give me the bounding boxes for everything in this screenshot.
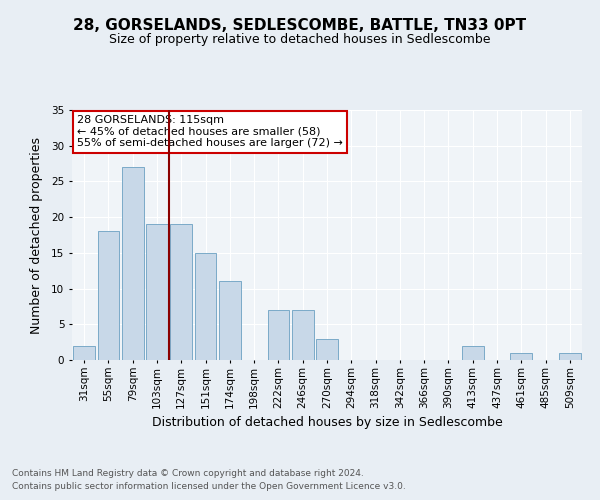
Bar bbox=[122, 167, 143, 360]
Text: Size of property relative to detached houses in Sedlescombe: Size of property relative to detached ho… bbox=[109, 32, 491, 46]
Bar bbox=[268, 310, 289, 360]
Bar bbox=[170, 224, 192, 360]
X-axis label: Distribution of detached houses by size in Sedlescombe: Distribution of detached houses by size … bbox=[152, 416, 502, 429]
Text: Contains public sector information licensed under the Open Government Licence v3: Contains public sector information licen… bbox=[12, 482, 406, 491]
Bar bbox=[292, 310, 314, 360]
Bar bbox=[462, 346, 484, 360]
Y-axis label: Number of detached properties: Number of detached properties bbox=[30, 136, 43, 334]
Bar bbox=[194, 253, 217, 360]
Text: 28, GORSELANDS, SEDLESCOMBE, BATTLE, TN33 0PT: 28, GORSELANDS, SEDLESCOMBE, BATTLE, TN3… bbox=[73, 18, 527, 32]
Bar bbox=[219, 282, 241, 360]
Bar bbox=[316, 338, 338, 360]
Bar bbox=[559, 353, 581, 360]
Text: 28 GORSELANDS: 115sqm
← 45% of detached houses are smaller (58)
55% of semi-deta: 28 GORSELANDS: 115sqm ← 45% of detached … bbox=[77, 115, 343, 148]
Bar bbox=[511, 353, 532, 360]
Bar bbox=[146, 224, 168, 360]
Bar bbox=[73, 346, 95, 360]
Text: Contains HM Land Registry data © Crown copyright and database right 2024.: Contains HM Land Registry data © Crown c… bbox=[12, 468, 364, 477]
Bar bbox=[97, 232, 119, 360]
